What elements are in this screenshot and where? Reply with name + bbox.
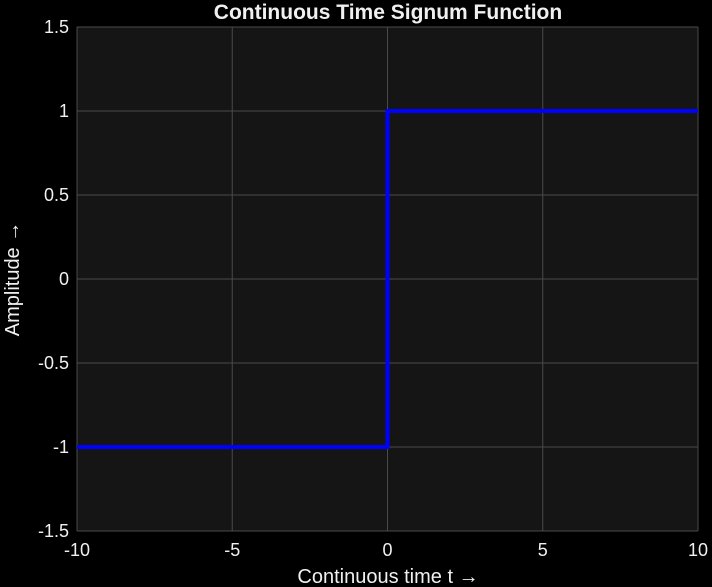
y-tick-label: 0 [59, 269, 69, 289]
x-tick-label: 5 [538, 540, 548, 560]
y-tick-label: -1.5 [38, 521, 69, 541]
x-axis-label: Continuous time t → [297, 566, 478, 587]
y-axis-label: Amplitude → [2, 222, 24, 337]
x-tick-labels: -10 -5 0 5 10 [64, 540, 708, 560]
y-tick-labels: -1.5 -1 -0.5 0 0.5 1 1.5 [38, 17, 69, 541]
x-tick-label: -10 [64, 540, 90, 560]
y-tick-label: 1 [59, 101, 69, 121]
series-group [77, 109, 698, 449]
y-tick-label: 1.5 [44, 17, 69, 37]
y-tick-label: 0.5 [44, 185, 69, 205]
chart-title: Continuous Time Signum Function [214, 1, 562, 24]
y-tick-label: -1 [53, 437, 69, 457]
series-line-0 [77, 109, 698, 449]
x-tick-label: -5 [224, 540, 240, 560]
x-tick-label: 0 [382, 540, 392, 560]
x-tick-label: 10 [688, 540, 708, 560]
y-tick-label: -0.5 [38, 353, 69, 373]
